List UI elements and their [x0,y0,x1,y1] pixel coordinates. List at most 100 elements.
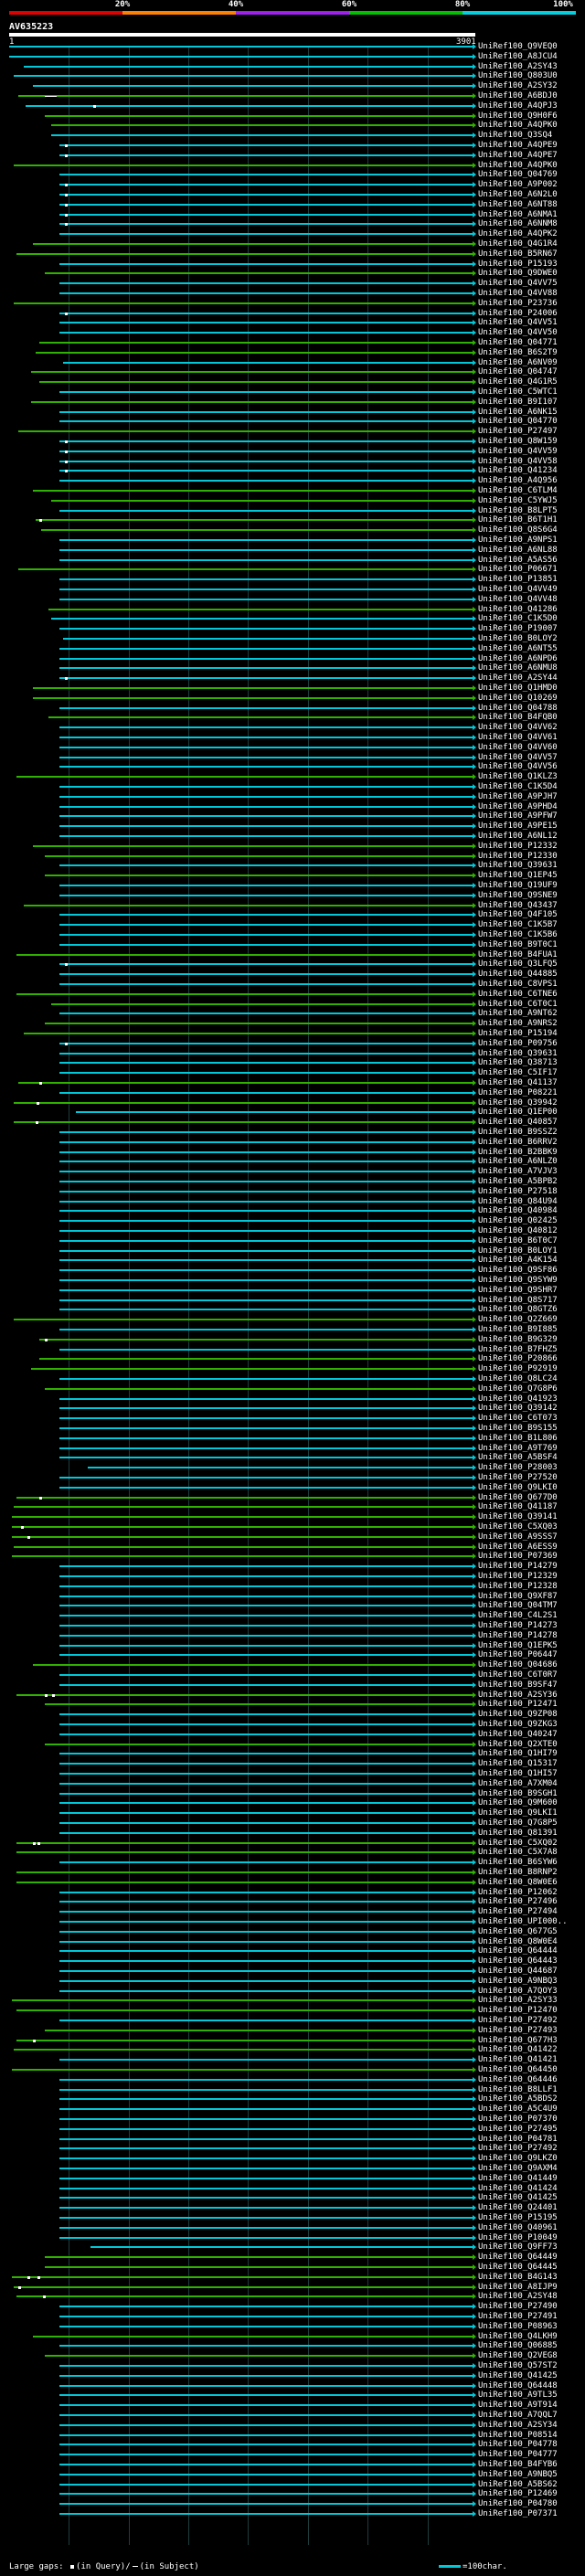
hit-label[interactable]: UniRef100_P07371 [478,2509,558,2518]
hit-label[interactable]: UniRef100_Q57ST2 [478,2361,558,2370]
hit-row[interactable]: UniRef100_Q9ZP08 [0,1710,585,1720]
hit-row[interactable]: UniRef100_Q84U94 [0,1197,585,1207]
hit-label[interactable]: UniRef100_C5XQ02 [478,1838,558,1848]
hit-label[interactable]: UniRef100_P27493 [478,2025,558,2035]
hit-row[interactable]: UniRef100_Q4VV58 [0,457,585,467]
hit-label[interactable]: UniRef100_A8JCU4 [478,51,558,61]
hit-label[interactable]: UniRef100_A9TL35 [478,2390,558,2401]
hit-label[interactable]: UniRef100_P07369 [478,1552,558,1562]
hit-row[interactable]: UniRef100_B2BBK9 [0,1148,585,1158]
hit-row[interactable]: UniRef100_UPI000.. [0,1917,585,1927]
hit-row[interactable]: UniRef100_Q9SYW9 [0,1276,585,1286]
hit-label[interactable]: UniRef100_Q02425 [478,1216,558,1226]
hit-row[interactable]: UniRef100_Q677D0 [0,1493,585,1503]
hit-label[interactable]: UniRef100_C1K5D0 [478,614,558,624]
hit-label[interactable]: UniRef100_Q15317 [478,1759,558,1769]
hit-label[interactable]: UniRef100_P92919 [478,1364,558,1374]
hit-row[interactable]: UniRef100_B0LOY2 [0,634,585,644]
hit-row[interactable]: UniRef100_Q8S6G4 [0,525,585,535]
hit-label[interactable]: UniRef100_P27497 [478,427,558,437]
hit-label[interactable]: UniRef100_Q4VV62 [478,723,558,733]
hit-label[interactable]: UniRef100_A7QQL7 [478,2411,558,2420]
hit-label[interactable]: UniRef100_P07370 [478,2115,558,2124]
hit-row[interactable]: UniRef100_B9SF47 [0,1680,585,1691]
hit-label[interactable]: UniRef100_Q4F105 [478,910,558,920]
hit-row[interactable]: UniRef100_A6NLZ0 [0,1157,585,1167]
hit-label[interactable]: UniRef100_B8LPT5 [478,505,558,515]
hit-row[interactable]: UniRef100_Q02425 [0,1216,585,1226]
hit-label[interactable]: UniRef100_Q04747 [478,367,558,377]
hit-row[interactable]: UniRef100_A9TL35 [0,2390,585,2401]
hit-row[interactable]: UniRef100_P12469 [0,2489,585,2499]
hit-label[interactable]: UniRef100_A9PHD4 [478,801,558,811]
hit-label[interactable]: UniRef100_B9I107 [478,397,558,407]
hit-label[interactable]: UniRef100_Q4VV61 [478,733,558,742]
hit-row[interactable]: UniRef100_P10049 [0,2233,585,2243]
hit-row[interactable]: UniRef100_P07370 [0,2115,585,2125]
hit-row[interactable]: UniRef100_Q9AXM4 [0,2164,585,2174]
hit-row[interactable]: UniRef100_Q38713 [0,1058,585,1068]
hit-label[interactable]: UniRef100_Q41449 [478,2173,558,2183]
hit-row[interactable]: UniRef100_Q4LKH9 [0,2332,585,2342]
hit-label[interactable]: UniRef100_Q41425 [478,2370,558,2380]
hit-row[interactable]: UniRef100_Q06885 [0,2341,585,2351]
hit-row[interactable]: UniRef100_P12329 [0,1572,585,1582]
hit-row[interactable]: UniRef100_Q677H3 [0,2036,585,2046]
hit-label[interactable]: UniRef100_Q4G1R4 [478,239,558,249]
hit-label[interactable]: UniRef100_P12470 [478,2006,558,2016]
hit-label[interactable]: UniRef100_A4QPE9 [478,141,558,150]
hit-row[interactable]: UniRef100_C6TLM4 [0,486,585,496]
hit-row[interactable]: UniRef100_A9PHD4 [0,802,585,812]
hit-label[interactable]: UniRef100_A7VJV3 [478,1167,558,1177]
hit-row[interactable]: UniRef100_C5IF17 [0,1068,585,1078]
hit-row[interactable]: UniRef100_P20866 [0,1354,585,1364]
hit-label[interactable]: UniRef100_P27491 [478,2312,558,2321]
hit-row[interactable]: UniRef100_P27492 [0,2016,585,2026]
hit-row[interactable]: UniRef100_Q8GTZ6 [0,1305,585,1315]
hit-label[interactable]: UniRef100_C5YWJ5 [478,495,558,505]
hit-row[interactable]: UniRef100_B9T0C1 [0,940,585,950]
hit-label[interactable]: UniRef100_Q04788 [478,703,558,713]
hit-row[interactable]: UniRef100_A2SY43 [0,62,585,72]
hit-label[interactable]: UniRef100_C1K5B7 [478,920,558,930]
hit-label[interactable]: UniRef100_Q4VV59 [478,446,558,456]
hit-row[interactable]: UniRef100_B0LOY1 [0,1246,585,1256]
hit-row[interactable]: UniRef100_Q41425 [0,2193,585,2203]
hit-label[interactable]: UniRef100_A9T769 [478,1443,558,1453]
hit-label[interactable]: UniRef100_B9I885 [478,1325,558,1334]
hit-label[interactable]: UniRef100_Q677D0 [478,1492,558,1502]
hit-label[interactable]: UniRef100_Q4VV56 [478,762,558,772]
hit-label[interactable]: UniRef100_Q7G8P6 [478,1383,558,1394]
hit-row[interactable]: UniRef100_P15193 [0,260,585,270]
hit-label[interactable]: UniRef100_P14279 [478,1562,558,1572]
hit-label[interactable]: UniRef100_A7QOY3 [478,1986,558,1996]
hit-row[interactable]: UniRef100_Q1EPK5 [0,1641,585,1651]
hit-label[interactable]: UniRef100_A6ESS9 [478,1542,558,1552]
hit-row[interactable]: UniRef100_Q39631 [0,861,585,871]
hit-row[interactable]: UniRef100_A9NRS2 [0,1019,585,1029]
hit-label[interactable]: UniRef100_A2SY48 [478,2292,558,2302]
hit-row[interactable]: UniRef100_A7QQL7 [0,2411,585,2421]
hit-label[interactable]: UniRef100_C5IF17 [478,1068,558,1078]
hit-label[interactable]: UniRef100_P14273 [478,1621,558,1630]
hit-row[interactable]: UniRef100_Q8W159 [0,437,585,447]
hit-row[interactable]: UniRef100_P27490 [0,2302,585,2312]
hit-row[interactable]: UniRef100_P27492 [0,2144,585,2154]
hit-row[interactable]: UniRef100_A9T914 [0,2401,585,2411]
hit-label[interactable]: UniRef100_Q4LKH9 [478,2331,558,2341]
hit-row[interactable]: UniRef100_B6T0C7 [0,1236,585,1246]
hit-label[interactable]: UniRef100_P27518 [478,1186,558,1196]
hit-label[interactable]: UniRef100_A4QPE7 [478,150,558,160]
hit-row[interactable]: UniRef100_B1L806 [0,1434,585,1444]
hit-label[interactable]: UniRef100_C1K5B6 [478,930,558,939]
hit-label[interactable]: UniRef100_Q04770 [478,417,558,427]
hit-label[interactable]: UniRef100_B6T0C7 [478,1235,558,1246]
hit-label[interactable]: UniRef100_C5WTC1 [478,387,558,397]
hit-label[interactable]: UniRef100_Q4VV88 [478,289,558,298]
hit-label[interactable]: UniRef100_Q3LFQ5 [478,959,558,970]
hit-label[interactable]: UniRef100_Q4VV50 [478,328,558,338]
hit-row[interactable]: UniRef100_P08963 [0,2322,585,2332]
hit-row[interactable]: UniRef100_P12328 [0,1582,585,1592]
hit-label[interactable]: UniRef100_A2SY34 [478,2420,558,2430]
hit-row[interactable]: UniRef100_C4L2S1 [0,1611,585,1621]
